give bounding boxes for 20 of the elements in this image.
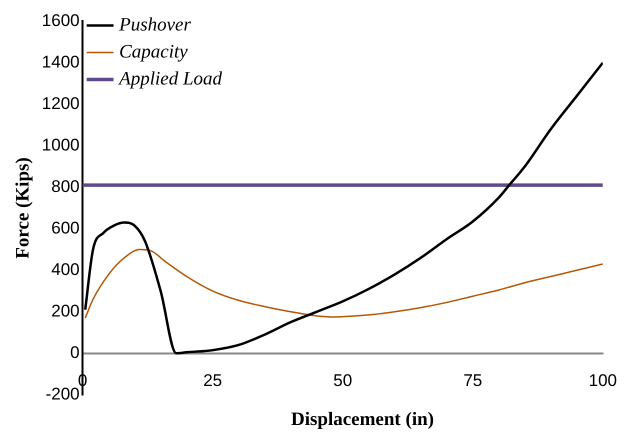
y-tick-label: 600 xyxy=(51,218,80,238)
x-tick-label: 100 xyxy=(588,371,618,390)
y-axis-title: Force (Kips) xyxy=(12,157,34,259)
legend-label: Pushover xyxy=(118,14,192,36)
legend-label: Applied Load xyxy=(117,68,223,90)
y-tick-label: 400 xyxy=(51,260,80,279)
x-tick-label: 75 xyxy=(463,371,482,390)
y-tick-label: 1200 xyxy=(42,94,80,113)
y-tick-label: 1600 xyxy=(42,10,80,30)
y-tick-label: 1000 xyxy=(42,135,80,154)
legend-label: Capacity xyxy=(119,42,188,62)
x-axis-title: Displacement (in) xyxy=(290,408,435,432)
y-tick-label: 200 xyxy=(51,301,80,320)
y-tick-label: 800 xyxy=(51,176,80,196)
x-tick-label: 50 xyxy=(333,371,352,390)
y-tick-label: 1400 xyxy=(42,52,80,72)
y-tick-label: 0 xyxy=(70,342,80,362)
line-series xyxy=(84,248,603,319)
y-tick-label: -200 xyxy=(46,384,80,404)
x-tick-label: 25 xyxy=(203,371,222,390)
